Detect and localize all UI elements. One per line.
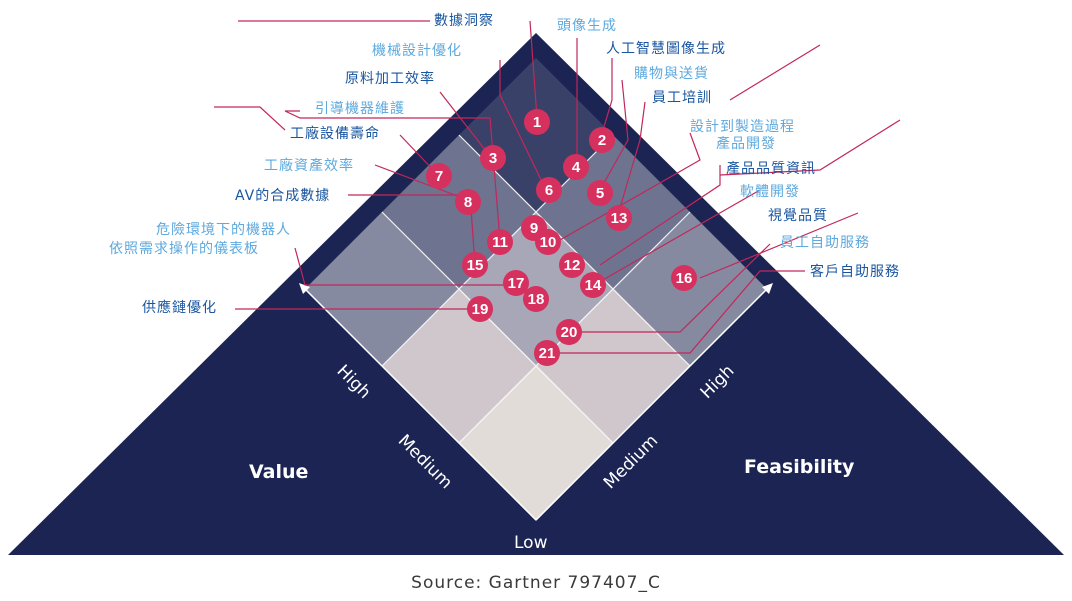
marker-number-8: 8 bbox=[464, 194, 472, 211]
marker-number-4: 4 bbox=[572, 159, 581, 176]
marker-3[interactable] bbox=[480, 145, 506, 171]
label-visual-quality: 視覺品質 bbox=[768, 208, 828, 224]
marker-number-10: 10 bbox=[540, 234, 557, 251]
label-customer-self: 客戶自助服務 bbox=[810, 264, 900, 280]
marker-number-19: 19 bbox=[472, 301, 489, 318]
marker-number-17: 17 bbox=[508, 275, 525, 292]
marker-number-18: 18 bbox=[528, 291, 545, 308]
label-mech-design: 機械設計優化 bbox=[372, 43, 462, 59]
marker-number-16: 16 bbox=[676, 270, 693, 287]
marker-12[interactable] bbox=[559, 252, 585, 278]
label-staff-training: 員工培訓 bbox=[652, 90, 712, 106]
marker-1[interactable] bbox=[524, 109, 550, 135]
marker-numbers: 1 2 3 4 5 6 7 8 9 10 11 12 13 14 15 16 1… bbox=[435, 114, 693, 362]
marker-13[interactable] bbox=[606, 205, 632, 231]
label-design-to-mfg-2: 產品開發 bbox=[716, 136, 776, 152]
marker-number-14: 14 bbox=[585, 277, 602, 294]
marker-number-12: 12 bbox=[564, 257, 581, 274]
marker-8[interactable] bbox=[455, 189, 481, 215]
marker-number-7: 7 bbox=[435, 168, 443, 185]
label-av-synthetic: AV的合成數據 bbox=[235, 188, 331, 204]
marker-20[interactable] bbox=[556, 319, 582, 345]
marker-16[interactable] bbox=[671, 265, 697, 291]
label-avatar-gen: 頭像生成 bbox=[557, 18, 617, 34]
marker-18[interactable] bbox=[523, 286, 549, 312]
marker-2[interactable] bbox=[589, 127, 615, 153]
marker-number-11: 11 bbox=[492, 234, 508, 251]
marker-number-21: 21 bbox=[539, 345, 556, 362]
marker-number-20: 20 bbox=[561, 324, 578, 341]
marker-7[interactable] bbox=[426, 163, 452, 189]
label-design-to-mfg-1: 設計到製造過程 bbox=[690, 119, 795, 135]
marker-19[interactable] bbox=[467, 296, 493, 322]
use-case-markers bbox=[426, 109, 697, 366]
label-shopping: 購物與送貨 bbox=[634, 66, 709, 82]
label-data-insights: 數據洞察 bbox=[434, 13, 494, 29]
marker-number-3: 3 bbox=[489, 150, 497, 167]
marker-4[interactable] bbox=[563, 154, 589, 180]
marker-number-13: 13 bbox=[611, 210, 628, 227]
value-axis-title: Value bbox=[249, 461, 309, 483]
marker-15[interactable] bbox=[462, 252, 488, 278]
marker-17[interactable] bbox=[503, 270, 529, 296]
marker-11[interactable] bbox=[487, 229, 513, 255]
label-ai-image-gen: 人工智慧圖像生成 bbox=[606, 41, 726, 57]
marker-6[interactable] bbox=[536, 177, 562, 203]
marker-14[interactable] bbox=[580, 272, 606, 298]
marker-number-9: 9 bbox=[530, 220, 538, 237]
feasibility-axis-title: Feasibility bbox=[744, 456, 855, 478]
marker-number-6: 6 bbox=[545, 182, 553, 199]
label-employee-self: 員工自助服務 bbox=[780, 235, 870, 251]
marker-10[interactable] bbox=[535, 229, 561, 255]
marker-number-1: 1 bbox=[533, 114, 541, 131]
label-supply-chain: 供應鏈優化 bbox=[142, 300, 217, 316]
label-guided-maintenance: 引導機器維護 bbox=[315, 101, 405, 117]
marker-number-2: 2 bbox=[598, 132, 606, 149]
label-raw-material: 原料加工效率 bbox=[345, 71, 435, 87]
label-product-quality: 產品品質資訊 bbox=[726, 161, 816, 177]
label-hazard-2: 依照需求操作的儀表板 bbox=[109, 241, 259, 257]
label-software-dev: 軟體開發 bbox=[740, 184, 800, 200]
label-equipment-life: 工廠設備壽命 bbox=[290, 126, 380, 142]
marker-21[interactable] bbox=[534, 340, 560, 366]
label-asset-efficiency: 工廠資產效率 bbox=[264, 158, 354, 174]
marker-5[interactable] bbox=[587, 180, 613, 206]
marker-number-15: 15 bbox=[467, 257, 484, 274]
axis-low-label: Low bbox=[514, 533, 548, 553]
label-hazard-1: 危險環境下的機器人 bbox=[156, 222, 291, 238]
marker-number-5: 5 bbox=[596, 185, 604, 202]
source-caption: Source: Gartner 797407_C bbox=[411, 573, 661, 593]
